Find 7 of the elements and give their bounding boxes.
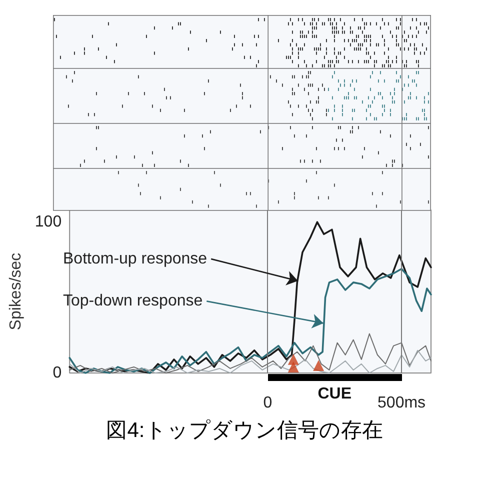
y-tick-label: 100 <box>34 214 62 231</box>
annotation: Bottom-up response <box>63 250 208 268</box>
text: 図4:トップダウン信号の存在 <box>106 419 383 442</box>
text: CUE <box>318 386 352 402</box>
y-axis-title: Spikes/sec <box>8 252 24 330</box>
x-tick-label: 500ms <box>378 394 426 412</box>
annotation: Top-down response <box>63 292 203 310</box>
